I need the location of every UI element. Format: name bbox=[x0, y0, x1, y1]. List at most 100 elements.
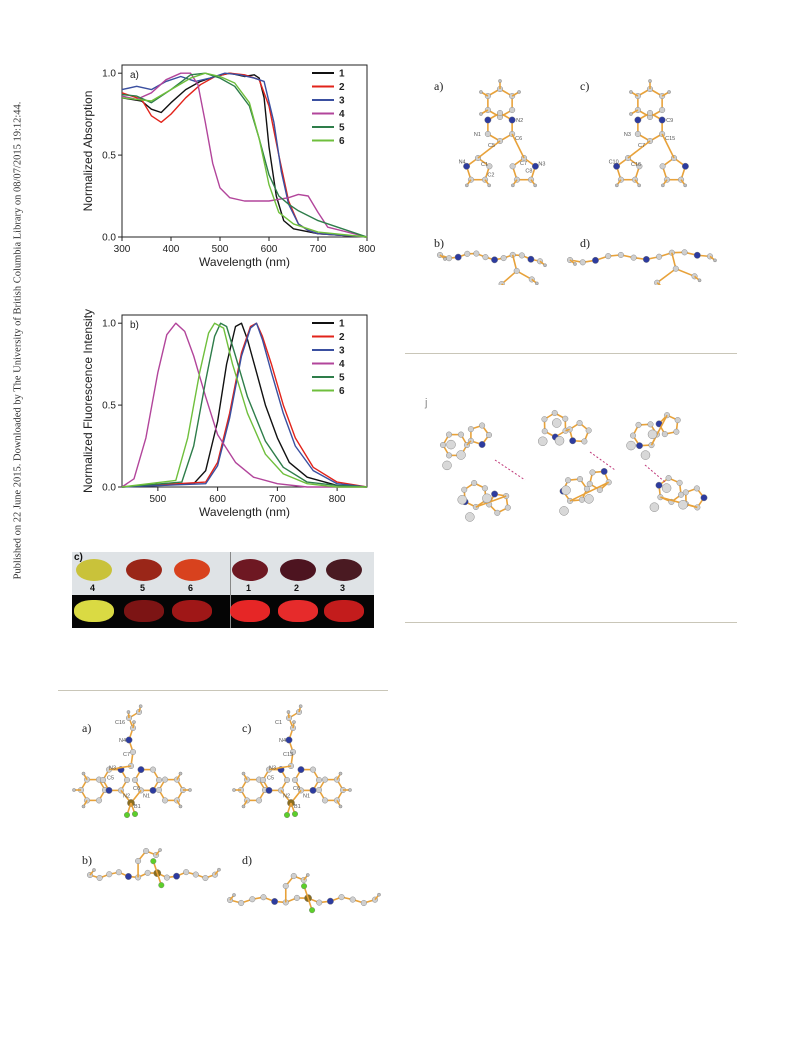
atom-label: C5 bbox=[267, 776, 274, 782]
fluorine-atom bbox=[309, 907, 316, 914]
hydrogen-atom bbox=[487, 183, 491, 188]
carbon-atom bbox=[96, 797, 103, 804]
crystal-bottom-c-label: c) bbox=[242, 721, 251, 735]
nitrogen-atom bbox=[569, 437, 577, 445]
nitrogen-atom bbox=[592, 256, 599, 264]
bond bbox=[656, 282, 662, 285]
atom-label: N4 bbox=[459, 159, 466, 165]
crystal-bottom-a-label: a) bbox=[82, 721, 91, 735]
y-tick-label: 1.0 bbox=[102, 319, 116, 330]
hydrogen-atom bbox=[498, 79, 502, 83]
nitrogen-atom bbox=[491, 490, 498, 498]
carbon-atom bbox=[565, 477, 572, 484]
nitrogen-atom bbox=[642, 255, 650, 263]
carbon-atom bbox=[183, 869, 190, 876]
hydrogen-atom bbox=[338, 804, 343, 809]
carbon-atom bbox=[647, 429, 658, 440]
nitrogen-atom bbox=[532, 162, 539, 170]
nitrogen-atom bbox=[700, 494, 708, 502]
sample-label-1: 1 bbox=[246, 583, 252, 593]
nitrogen-atom bbox=[137, 766, 145, 774]
carbon-atom bbox=[656, 253, 663, 260]
fluorine-atom bbox=[158, 882, 165, 889]
nitrogen-atom bbox=[634, 116, 642, 124]
molecule-bottom-d-side bbox=[226, 872, 381, 914]
hydrogen-atom bbox=[158, 848, 162, 852]
hydrogen-atom bbox=[629, 90, 633, 94]
hydrogen-atom bbox=[217, 867, 221, 872]
carbon-atom bbox=[585, 427, 592, 434]
hydrogen-atom bbox=[615, 183, 619, 188]
hydrogen-atom bbox=[535, 281, 539, 285]
atom-label: C8 bbox=[525, 168, 532, 174]
sample-label-4: 4 bbox=[90, 583, 96, 593]
atom-label: B1 bbox=[134, 804, 141, 810]
carbon-atom bbox=[315, 786, 322, 793]
carbon-atom bbox=[293, 894, 300, 901]
fluorine-atom bbox=[291, 810, 298, 817]
carbon-atom bbox=[630, 254, 637, 261]
carbon-atom bbox=[672, 265, 679, 272]
nitrogen-atom bbox=[508, 116, 516, 124]
legend-label-6: 6 bbox=[339, 386, 345, 397]
hydrogen-atom bbox=[697, 278, 702, 283]
carbon-atom bbox=[538, 436, 548, 446]
carbon-atom bbox=[551, 418, 562, 428]
carbon-atom bbox=[562, 415, 569, 422]
carbon-atom bbox=[659, 163, 666, 170]
uv-powder-5 bbox=[124, 600, 164, 622]
hydrogen-atom bbox=[126, 710, 131, 714]
separator-right-top bbox=[405, 353, 737, 354]
hydrogen-atom bbox=[443, 257, 447, 261]
carbon-atom bbox=[665, 475, 672, 482]
carbon-atom bbox=[681, 249, 688, 256]
nitrogen-atom bbox=[636, 442, 643, 450]
atom-label: C9 bbox=[666, 118, 673, 124]
carbon-atom bbox=[467, 426, 474, 433]
hydrogen-atom bbox=[305, 873, 310, 877]
nitrogen-atom bbox=[682, 162, 689, 170]
carbon-atom bbox=[238, 899, 245, 906]
carbon-atom bbox=[471, 480, 478, 487]
carbon-atom bbox=[124, 776, 131, 783]
legend-label-2: 2 bbox=[339, 82, 345, 93]
bond bbox=[268, 765, 292, 771]
molecule-top-a: N1 N2 C5 C6 N4 C1 C7 C2 C8 N3 bbox=[459, 79, 545, 188]
molecule-top-b-side bbox=[437, 250, 547, 285]
atom-label: C6 bbox=[133, 786, 140, 792]
y-tick-label: 0.0 bbox=[102, 483, 116, 494]
uv-powder-3 bbox=[324, 600, 364, 622]
carbon-atom bbox=[674, 417, 681, 424]
carbon-atom bbox=[693, 485, 700, 492]
carbon-atom bbox=[291, 776, 298, 783]
x-tick-label: 500 bbox=[150, 494, 167, 505]
fluorescence-chart: 500 600 700 800 0.0 0.5 1.0 Wavelength (nm) Norm… bbox=[81, 309, 368, 519]
atom-label: N2 bbox=[283, 793, 290, 799]
hydrogen-atom bbox=[178, 804, 183, 809]
carbon-atom bbox=[504, 504, 511, 511]
carbon-atom bbox=[259, 776, 266, 783]
carbon-atom bbox=[481, 485, 488, 492]
hydrogen-bond bbox=[494, 459, 526, 481]
carbon-atom bbox=[321, 776, 328, 783]
atom-label: N3 bbox=[624, 132, 631, 138]
carbon-atom bbox=[192, 871, 199, 878]
atom-label: C16 bbox=[115, 720, 125, 726]
x-tick-label: 600 bbox=[261, 244, 278, 255]
carbon-atom bbox=[106, 871, 113, 878]
carbon-atom bbox=[630, 432, 637, 439]
series-line-4 bbox=[121, 72, 368, 238]
atom-label: C1 bbox=[481, 162, 488, 168]
atom-label: B1 bbox=[294, 804, 301, 810]
carbon-atom bbox=[155, 786, 162, 793]
nitrogen-atom bbox=[484, 116, 492, 124]
atom-label: C6 bbox=[293, 786, 300, 792]
atom-label: C2 bbox=[487, 172, 494, 178]
nitrogen-atom bbox=[105, 786, 113, 794]
carbon-atom bbox=[446, 439, 456, 450]
atom-label: N2 bbox=[516, 118, 523, 124]
carbon-atom bbox=[283, 776, 290, 783]
packing-label: j bbox=[424, 397, 427, 409]
x-tick-label: 700 bbox=[310, 244, 327, 255]
